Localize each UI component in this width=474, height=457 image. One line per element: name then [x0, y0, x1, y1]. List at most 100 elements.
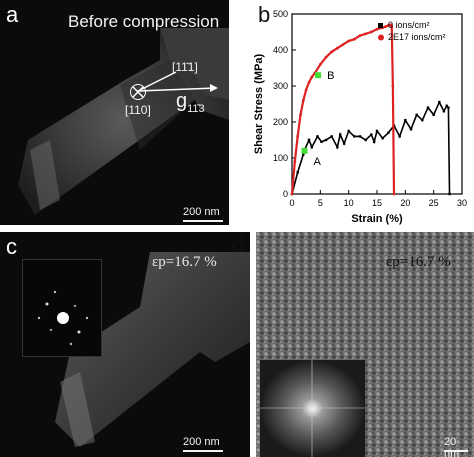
- data-point: [347, 39, 351, 43]
- y-tick-label: 300: [273, 81, 288, 91]
- data-point: [364, 138, 367, 142]
- data-point: [341, 43, 345, 46]
- data-point: [391, 84, 395, 88]
- data-point: [324, 138, 328, 142]
- data-point: [338, 133, 342, 136]
- panel-a-title: Before compression: [68, 12, 220, 31]
- panel-label-c: c: [6, 234, 17, 259]
- panel-label-b: b: [258, 2, 271, 27]
- strain-label-c: εp=16.7 %: [152, 254, 217, 270]
- diffraction-pattern-inset: [22, 259, 102, 357]
- panel-c-micrograph: c εp=16.7 % 200 nm: [0, 232, 250, 457]
- scalebar-a: [183, 220, 223, 222]
- data-point: [358, 34, 362, 37]
- data-point: [445, 104, 448, 107]
- data-point: [364, 32, 368, 36]
- data-point: [398, 135, 401, 138]
- data-point: [432, 113, 435, 116]
- data-point: [290, 192, 294, 196]
- data-point: [301, 99, 305, 102]
- data-point: [375, 27, 379, 31]
- fft-inset: [260, 360, 365, 457]
- data-point: [342, 142, 346, 145]
- panel-label-a: a: [6, 2, 19, 27]
- data-point: [335, 46, 339, 50]
- y-tick-label: 100: [273, 153, 288, 163]
- data-point: [372, 140, 376, 143]
- panel-a-micrograph: a Before compression [11̄1] [110] g11̄3 …: [0, 0, 229, 225]
- data-point: [426, 106, 430, 109]
- data-point: [384, 25, 387, 28]
- scalebar-d: [444, 450, 468, 452]
- compressed-pillar-image: [55, 252, 250, 447]
- data-point: [370, 133, 373, 136]
- data-point: [421, 119, 424, 122]
- data-point: [386, 24, 390, 27]
- y-tick-label: 500: [273, 9, 288, 19]
- data-point: [302, 153, 305, 156]
- data-point: [387, 131, 390, 134]
- data-point: [318, 63, 322, 66]
- legend-label: 0 ions/cm²: [388, 20, 430, 30]
- annotation-b: B: [327, 70, 334, 82]
- scalebar-c-label: 200 nm: [183, 436, 220, 448]
- scalebar-d-label: 20 nm: [444, 436, 460, 457]
- x-tick-label: 15: [372, 198, 382, 208]
- data-point: [320, 140, 323, 143]
- direction-arrows: [137, 71, 218, 92]
- x-axis-label: Strain (%): [351, 213, 403, 225]
- g-vector-label: g11̄3: [176, 90, 205, 115]
- data-point: [296, 135, 300, 138]
- panel-d-hrtem: εp=16.7 % 20 nm: [256, 232, 474, 457]
- data-point: [375, 129, 379, 133]
- series-line-0: [291, 100, 451, 195]
- strain-label-d: εp=16.7 %: [386, 254, 451, 270]
- specimen-pillar-image: [18, 28, 229, 215]
- data-point: [336, 146, 339, 149]
- g-vector-subscript: 11̄3: [187, 103, 205, 115]
- x-tick-label: 20: [400, 198, 410, 208]
- y-tick-label: 0: [283, 189, 288, 199]
- data-point: [304, 88, 308, 91]
- y-tick-label: 400: [273, 45, 288, 55]
- x-tick-label: 0: [289, 198, 294, 208]
- data-point: [381, 137, 384, 140]
- data-point: [352, 37, 356, 41]
- y-axis-label: Shear Stress (MPa): [253, 54, 265, 155]
- data-point: [299, 113, 302, 117]
- data-point: [390, 25, 394, 28]
- x-tick-label: 25: [429, 198, 439, 208]
- data-point: [404, 119, 407, 122]
- data-point: [293, 160, 297, 164]
- data-point: [310, 146, 314, 149]
- data-point: [438, 101, 441, 104]
- data-point: [347, 129, 350, 133]
- data-point: [316, 135, 319, 138]
- data-point: [324, 55, 328, 59]
- annotation-a: A: [314, 156, 322, 168]
- scalebar-a-label: 200 nm: [183, 206, 220, 218]
- direction-label-upper: [11̄1]: [172, 60, 198, 74]
- data-point: [415, 113, 418, 116]
- data-point: [330, 135, 333, 138]
- x-tick-label: 30: [457, 198, 467, 208]
- legend-marker: [378, 34, 384, 41]
- panel-b-chart: b 0 5 10 15 20 25 30 0 100 200 300 400 500 Strain (%)…: [232, 0, 474, 230]
- legend-marker: [378, 23, 383, 28]
- x-tick-label: 5: [318, 198, 323, 208]
- data-point: [369, 30, 373, 34]
- data-point: [310, 75, 314, 79]
- data-point: [392, 192, 396, 196]
- data-point: [296, 171, 299, 174]
- panel-label-d: d: [232, 232, 245, 257]
- data-point: [358, 135, 362, 138]
- data-point: [330, 50, 334, 54]
- x-tick-label: 10: [344, 198, 354, 208]
- diffraction-spots: [37, 290, 89, 346]
- y-tick-label: 200: [273, 117, 288, 127]
- fft-halo: [260, 360, 365, 457]
- series-line-1: [290, 23, 396, 195]
- data-point: [448, 192, 451, 196]
- data-point: [353, 135, 356, 138]
